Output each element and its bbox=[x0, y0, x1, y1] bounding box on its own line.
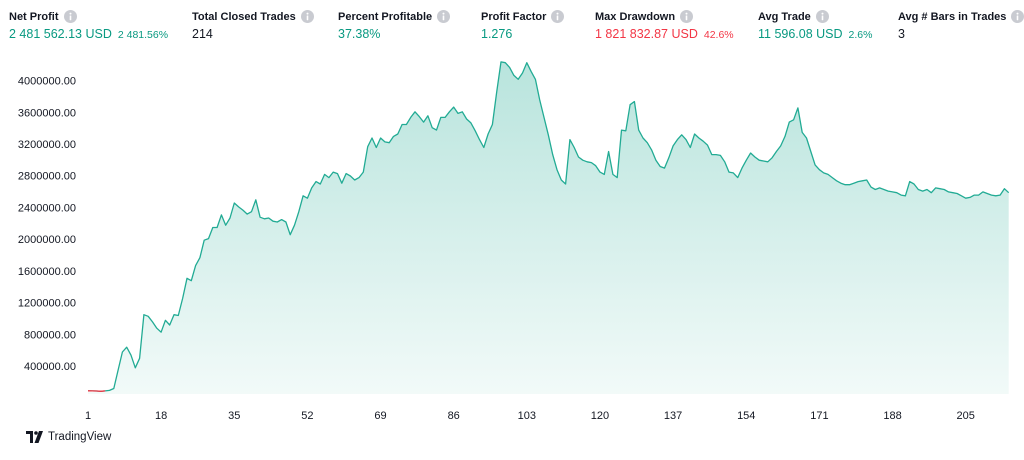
info-icon[interactable] bbox=[1011, 10, 1024, 23]
stat-label-row: Net Profit bbox=[9, 9, 168, 24]
info-icon[interactable] bbox=[815, 10, 829, 23]
stat-label: Total Closed Trades bbox=[192, 10, 296, 23]
x-tick-label: 69 bbox=[374, 410, 386, 422]
area-fill bbox=[88, 61, 1009, 395]
info-icon[interactable] bbox=[63, 10, 77, 23]
stat: Profit Factor 1.276 bbox=[481, 9, 565, 43]
stat-value-row: 2 481 562.13 USD 2 481.56% bbox=[9, 27, 168, 43]
stat: Avg # Bars in Trades 3 bbox=[898, 9, 1024, 43]
stat-value: 1.276 bbox=[481, 27, 513, 41]
stat-label-row: Max Drawdown bbox=[595, 9, 734, 24]
stat: Net Profit 2 481 562.13 USD 2 481.56% bbox=[9, 9, 168, 43]
info-icon[interactable] bbox=[437, 10, 451, 23]
stat-label: Avg # Bars in Trades bbox=[898, 10, 1007, 23]
x-tick-label: 1 bbox=[85, 410, 91, 422]
y-tick-label: 800000.00 bbox=[24, 329, 76, 341]
x-tick-label: 188 bbox=[883, 410, 901, 422]
x-tick-label: 120 bbox=[591, 410, 609, 422]
y-tick-label: 1200000.00 bbox=[18, 298, 76, 310]
stat-value-row: 1.276 bbox=[481, 27, 564, 43]
stat-value-row: 1 821 832.87 USD 42.6% bbox=[595, 27, 734, 43]
stat-value: 3 bbox=[898, 27, 905, 41]
stat-label: Avg Trade bbox=[758, 10, 811, 23]
stat-label-row: Percent Profitable bbox=[338, 9, 451, 24]
stat-value: 37.38% bbox=[338, 27, 381, 41]
brand-logo bbox=[26, 431, 43, 443]
stat-value: 1 821 832.87 USD bbox=[595, 27, 698, 41]
stat-label: Max Drawdown bbox=[595, 10, 676, 23]
y-tick-label: 2000000.00 bbox=[18, 234, 76, 246]
stats-bar: Net Profit 2 481 562.13 USD 2 481.56% Total… bbox=[0, 0, 1024, 44]
y-tick-label: 2400000.00 bbox=[18, 202, 76, 214]
x-tick-label: 205 bbox=[956, 410, 974, 422]
loss-line bbox=[87, 390, 106, 392]
y-tick-label: 3600000.00 bbox=[18, 107, 76, 119]
stat-percent: 2.6% bbox=[848, 29, 873, 41]
stat-percent: 2 481.56% bbox=[117, 29, 169, 41]
stat: Max Drawdown 1 821 832.87 USD 42.6% bbox=[595, 9, 734, 43]
stat-value-row: 214 bbox=[192, 27, 314, 43]
x-tick-label: 154 bbox=[737, 410, 755, 422]
stat-label: Profit Factor bbox=[481, 10, 547, 23]
brand: TradingView bbox=[26, 431, 111, 443]
brand-name: TradingView bbox=[48, 431, 112, 443]
stat-label-row: Total Closed Trades bbox=[192, 9, 314, 24]
x-tick-label: 103 bbox=[518, 410, 536, 422]
stat-value: 2 481 562.13 USD bbox=[9, 27, 112, 41]
x-tick-label: 35 bbox=[228, 410, 240, 422]
x-tick-label: 52 bbox=[301, 410, 313, 422]
stat-value-row: 11 596.08 USD 2.6% bbox=[758, 27, 872, 43]
stat: Total Closed Trades 214 bbox=[192, 9, 314, 43]
info-icon[interactable] bbox=[551, 10, 565, 23]
stat: Avg Trade 11 596.08 USD 2.6% bbox=[758, 9, 872, 43]
equity-line bbox=[87, 61, 1010, 392]
y-tick-label: 1600000.00 bbox=[18, 266, 76, 278]
stat-label-row: Avg Trade bbox=[758, 9, 872, 24]
stat-value: 11 596.08 USD bbox=[758, 27, 843, 41]
stat-label-row: Avg # Bars in Trades bbox=[898, 9, 1024, 24]
stat-label: Percent Profitable bbox=[338, 10, 433, 23]
stat: Percent Profitable 37.38% bbox=[338, 9, 451, 43]
stat-percent: 42.6% bbox=[703, 29, 734, 41]
info-icon[interactable] bbox=[680, 10, 694, 23]
stat-label-row: Profit Factor bbox=[481, 9, 565, 24]
y-tick-label: 3200000.00 bbox=[18, 139, 76, 151]
stat-value-row: 37.38% bbox=[338, 27, 450, 43]
x-tick-label: 137 bbox=[664, 410, 682, 422]
x-tick-label: 86 bbox=[448, 410, 460, 422]
y-tick-label: 4000000.00 bbox=[18, 76, 76, 88]
info-icon[interactable] bbox=[300, 10, 314, 23]
stat-value-row: 3 bbox=[898, 27, 1024, 43]
y-tick-label: 400000.00 bbox=[24, 361, 76, 373]
x-tick-label: 18 bbox=[155, 410, 167, 422]
stat-value: 214 bbox=[192, 27, 213, 41]
stat-label: Net Profit bbox=[9, 10, 59, 23]
x-tick-label: 171 bbox=[810, 410, 828, 422]
y-tick-label: 2800000.00 bbox=[18, 171, 76, 183]
